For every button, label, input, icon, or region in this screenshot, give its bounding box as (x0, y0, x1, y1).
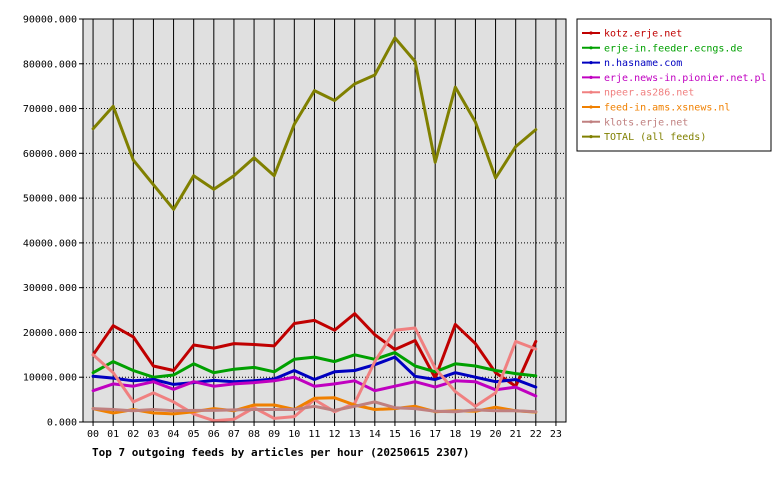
x-tick-label: 21 (510, 429, 522, 440)
y-tick-label: 80000.000 (23, 59, 77, 70)
y-axis-ticks: 0.000 10000.000 20000.000 30000.000 40000.00… (23, 15, 83, 429)
y-tick-label: 90000.000 (23, 15, 77, 26)
x-tick-label: 02 (127, 429, 139, 440)
series-lines (91, 36, 538, 423)
x-tick-label: 17 (429, 429, 441, 440)
x-tick-label: 06 (208, 429, 220, 440)
series-line-6 (91, 400, 538, 414)
x-tick-label: 11 (308, 429, 320, 440)
x-tick-label: 10 (288, 429, 300, 440)
plot-border (82, 18, 567, 423)
series-line-7 (91, 36, 538, 211)
x-tick-label: 18 (449, 429, 461, 440)
x-tick-label: 12 (329, 429, 341, 440)
x-tick-label: 15 (389, 429, 401, 440)
legend-marker-3 (589, 75, 593, 79)
legend-marker-4 (589, 90, 593, 94)
x-tick-label: 01 (107, 429, 119, 440)
x-axis-ticks: 00 01 02 03 04 05 06 07 08 09 10 11 12 13 14 15 16 17 18 19… (87, 422, 562, 440)
x-tick-label: 13 (349, 429, 361, 440)
legend-marker-6 (589, 120, 593, 124)
legend: kotz.erje.net erje-in.feeder.ecngs.de n.ha… (582, 29, 767, 143)
legend-label-2: n.hasname.com (604, 58, 682, 69)
legend-marker-5 (589, 105, 593, 109)
y-tick-label: 10000.000 (23, 373, 77, 384)
x-tick-label: 16 (409, 429, 421, 440)
legend-marker-7 (589, 135, 593, 139)
x-tick-label: 03 (147, 429, 159, 440)
series-line-0 (91, 312, 538, 388)
plot-area (83, 19, 566, 422)
y-tick-label: 60000.000 (23, 149, 77, 160)
x-tick-label: 23 (550, 429, 562, 440)
legend-box (576, 18, 772, 152)
y-tick-label: 40000.000 (23, 238, 77, 249)
x-tick-label: 00 (87, 429, 99, 440)
legend-label-4: npeer.as286.net (604, 88, 694, 99)
chart-title: Top 7 outgoing feeds by articles per hou… (92, 446, 470, 459)
x-tick-label: 04 (168, 429, 180, 440)
legend-label-6: klots.erje.net (604, 117, 688, 128)
series-line-3 (91, 375, 538, 398)
y-tick-label: 0.000 (47, 418, 77, 429)
legend-label-3: erje.news-in.pionier.net.pl (604, 73, 767, 84)
x-tick-label: 19 (469, 429, 481, 440)
y-tick-label: 20000.000 (23, 328, 77, 339)
legend-label-5: feed-in.ams.xsnews.nl (604, 103, 730, 114)
x-tick-label: 07 (228, 429, 240, 440)
x-tick-label: 08 (248, 429, 260, 440)
legend-marker-1 (589, 46, 593, 50)
legend-label-0: kotz.erje.net (604, 29, 682, 40)
series-line-1 (91, 351, 538, 379)
legend-label-7: TOTAL (all feeds) (604, 132, 706, 143)
x-tick-label: 09 (268, 429, 280, 440)
x-tick-label: 22 (530, 429, 542, 440)
legend-label-1: erje-in.feeder.ecngs.de (604, 43, 742, 54)
series-line-2 (91, 355, 538, 389)
legend-marker-2 (589, 61, 593, 65)
x-tick-label: 20 (490, 429, 502, 440)
y-tick-label: 50000.000 (23, 194, 77, 205)
x-tick-label: 05 (188, 429, 200, 440)
legend-marker-0 (589, 31, 593, 35)
y-tick-label: 30000.000 (23, 283, 77, 294)
x-tick-label: 14 (369, 429, 381, 440)
y-tick-label: 70000.000 (23, 104, 77, 115)
